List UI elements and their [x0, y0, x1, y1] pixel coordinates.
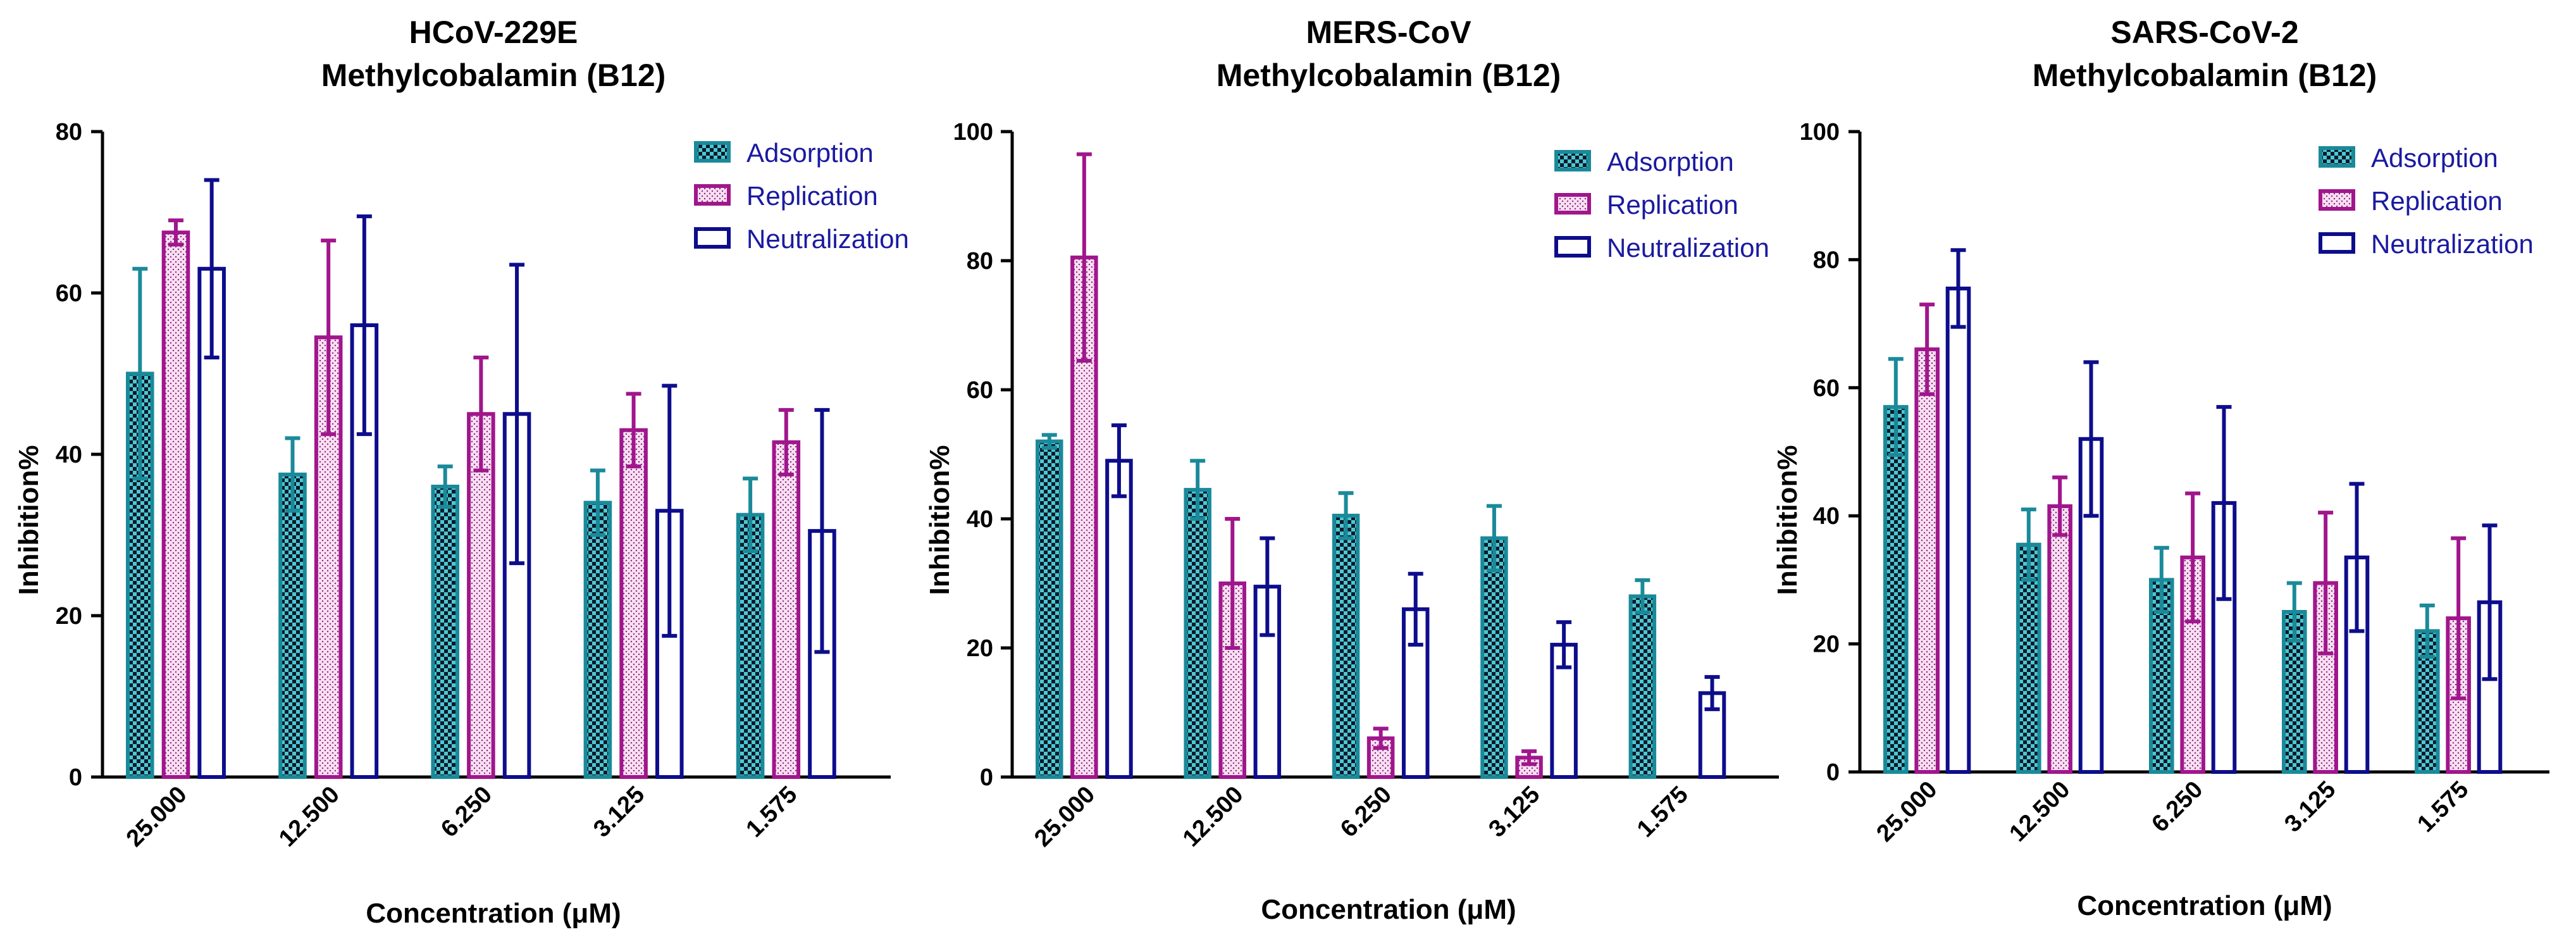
chart-title-line1: MERS-CoV	[1306, 15, 1471, 50]
y-tick-label: 20	[967, 635, 993, 662]
y-tick-label: 100	[953, 119, 993, 146]
bar-adsorption-1-575	[736, 513, 765, 779]
legend-label-replication: Replication	[2371, 186, 2503, 216]
legend-swatch-replication	[2319, 189, 2355, 211]
chart-panel-hcov-229e: HCoV-229E Methylcobalamin (B12) Inhibiti…	[13, 15, 909, 929]
y-tick-label: 20	[1813, 631, 1840, 658]
plot-area: 0 20 40 60 80 100 25.000 12.500 6.250 3.125 1.575	[1800, 119, 2549, 847]
x-tick-label-6-250: 6.250	[436, 781, 497, 843]
legend-label-replication: Replication	[746, 181, 878, 211]
y-axis-label: Inhibition%	[924, 445, 955, 595]
x-axis-label: Concentration (μM)	[2077, 890, 2332, 921]
legend-label-neutralization: Neutralization	[1607, 233, 1769, 263]
x-tick-label-6-250: 6.250	[1335, 781, 1397, 843]
y-axis-label: Inhibition%	[13, 445, 44, 595]
legend-label-adsorption: Adsorption	[2371, 143, 2498, 173]
legend: Adsorption Replication Neutralization	[2319, 143, 2534, 259]
x-tick-label-25-000: 25.000	[121, 781, 192, 852]
chart-title-line2: Methylcobalamin (B12)	[321, 58, 666, 93]
bar-replication-3-125	[619, 428, 648, 779]
bar-adsorption-25-000	[1883, 405, 1909, 774]
x-tick-label-1-575: 1.575	[2412, 776, 2474, 838]
y-tick-label: 60	[56, 280, 82, 307]
legend: Adsorption Replication Neutralization	[1554, 147, 1769, 263]
bar-neutralization-25-000	[1105, 459, 1133, 779]
bar-neutralization-3-125	[655, 509, 684, 779]
bar-replication-25-000	[1914, 347, 1940, 774]
chart-title-line1: HCoV-229E	[409, 15, 578, 50]
bar-replication-25-000	[1070, 255, 1098, 779]
legend-swatch-replication	[1554, 193, 1591, 215]
chart-panel-sars-cov-2: SARS-CoV-2 Methylcobalamin (B12) Inhibit…	[1772, 15, 2549, 921]
bar-adsorption-3-125	[1480, 536, 1508, 779]
x-axis-label: Concentration (μM)	[366, 898, 621, 929]
bar-neutralization-25-000	[1945, 286, 1971, 774]
bar-adsorption-12-500	[278, 472, 307, 779]
x-tick-label-3-125: 3.125	[2279, 776, 2341, 838]
y-tick-label: 80	[1813, 247, 1840, 273]
y-axis-label: Inhibition%	[1772, 445, 1803, 595]
x-tick-label-12-500: 12.500	[1178, 781, 1249, 852]
x-tick-label-25-000: 25.000	[1029, 781, 1100, 852]
y-tick-label: 20	[56, 603, 82, 630]
y-tick-label: 100	[1800, 119, 1840, 146]
x-tick-label-25-000: 25.000	[1871, 776, 1942, 847]
x-axis-label: Concentration (μM)	[1261, 894, 1516, 925]
legend-label-adsorption: Adsorption	[746, 138, 874, 168]
x-tick-label-1-575: 1.575	[1632, 781, 1694, 843]
bar-adsorption-6-250	[431, 485, 459, 779]
bar-replication-12-500	[2047, 504, 2072, 774]
y-tick-label: 40	[56, 442, 82, 468]
legend-swatch-neutralization	[694, 227, 731, 249]
x-tick-label-3-125: 3.125	[1483, 781, 1545, 843]
chart-title-line2: Methylcobalamin (B12)	[1217, 58, 1561, 93]
bar-adsorption-12-500	[1184, 488, 1211, 779]
x-tick-label-12-500: 12.500	[274, 781, 345, 852]
x-tick-label-1-575: 1.575	[741, 781, 803, 843]
x-tick-label-12-500: 12.500	[2004, 776, 2075, 847]
x-tick-label-6-250: 6.250	[2146, 776, 2208, 838]
legend-swatch-replication	[694, 184, 731, 206]
chart-title-line1: SARS-CoV-2	[2110, 15, 2298, 50]
y-tick-label: 0	[980, 764, 993, 791]
y-tick-label: 80	[56, 119, 82, 146]
y-tick-label: 60	[1813, 375, 1840, 402]
legend-swatch-adsorption	[1554, 150, 1591, 171]
bar-replication-25-000	[161, 230, 190, 779]
legend-label-replication: Replication	[1607, 190, 1738, 220]
y-tick-label: 0	[69, 764, 82, 791]
legend-swatch-neutralization	[1554, 236, 1591, 258]
legend: Adsorption Replication Neutralization	[694, 138, 909, 254]
bar-neutralization-3-125	[1550, 642, 1578, 780]
legend-label-neutralization: Neutralization	[746, 224, 909, 254]
y-tick-label: 80	[967, 248, 993, 275]
plot-area: 0 20 40 60 80 100 25.000 12.500 6.250 3.125 1.575	[953, 119, 1779, 852]
legend-swatch-adsorption	[2319, 146, 2355, 168]
legend-swatch-adsorption	[694, 141, 731, 163]
chart-title-line2: Methylcobalamin (B12)	[2033, 58, 2377, 93]
chart-panel-mers-cov: MERS-CoV Methylcobalamin (B12) Inhibitio…	[924, 15, 1779, 925]
legend-label-neutralization: Neutralization	[2371, 229, 2534, 259]
y-tick-label: 40	[1813, 503, 1840, 530]
bar-replication-1-575	[772, 440, 801, 779]
y-tick-label: 60	[967, 377, 993, 404]
bar-adsorption-6-250	[1332, 513, 1360, 780]
bar-adsorption-3-125	[583, 501, 612, 779]
legend-swatch-neutralization	[2319, 232, 2355, 254]
y-tick-label: 0	[1826, 759, 1840, 786]
bar-adsorption-1-575	[1628, 594, 1657, 780]
y-tick-label: 40	[967, 506, 993, 533]
bar-neutralization-12-500	[1253, 585, 1282, 779]
bar-adsorption-25-000	[1036, 439, 1063, 779]
bar-neutralization-1-575	[1698, 691, 1726, 780]
x-tick-label-3-125: 3.125	[588, 781, 650, 843]
legend-label-adsorption: Adsorption	[1607, 147, 1734, 177]
